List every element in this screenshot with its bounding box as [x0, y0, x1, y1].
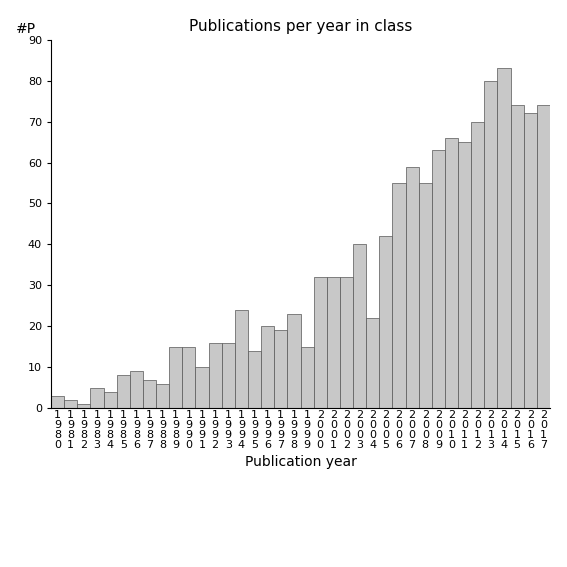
- Bar: [248, 351, 261, 408]
- Bar: [353, 244, 366, 408]
- Bar: [261, 327, 274, 408]
- Bar: [537, 105, 550, 408]
- Bar: [196, 367, 209, 408]
- Bar: [143, 379, 156, 408]
- Bar: [104, 392, 117, 408]
- Bar: [379, 236, 392, 408]
- Bar: [327, 277, 340, 408]
- Bar: [445, 138, 458, 408]
- Bar: [340, 277, 353, 408]
- Bar: [497, 69, 511, 408]
- Bar: [366, 318, 379, 408]
- Bar: [511, 105, 524, 408]
- Bar: [314, 277, 327, 408]
- Bar: [458, 142, 471, 408]
- Bar: [484, 81, 497, 408]
- Bar: [301, 347, 314, 408]
- Bar: [235, 310, 248, 408]
- Bar: [418, 183, 432, 408]
- Bar: [90, 388, 104, 408]
- Bar: [183, 347, 196, 408]
- X-axis label: Publication year: Publication year: [244, 455, 357, 469]
- Bar: [51, 396, 64, 408]
- Bar: [169, 347, 183, 408]
- Bar: [209, 342, 222, 408]
- Bar: [432, 150, 445, 408]
- Bar: [471, 121, 484, 408]
- Bar: [77, 404, 90, 408]
- Bar: [156, 384, 169, 408]
- Bar: [524, 113, 537, 408]
- Bar: [64, 400, 77, 408]
- Bar: [274, 331, 287, 408]
- Bar: [392, 183, 405, 408]
- Bar: [287, 314, 301, 408]
- Text: #P: #P: [16, 22, 36, 36]
- Title: Publications per year in class: Publications per year in class: [189, 19, 412, 35]
- Bar: [222, 342, 235, 408]
- Bar: [117, 375, 130, 408]
- Bar: [130, 371, 143, 408]
- Bar: [405, 167, 418, 408]
